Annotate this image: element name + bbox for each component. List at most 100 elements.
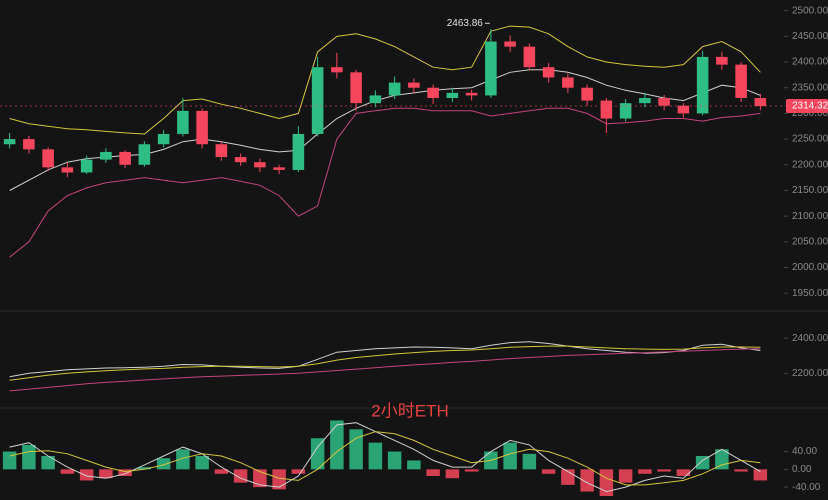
candle-body (581, 87, 593, 101)
macd-bar (618, 469, 633, 483)
candle-body (350, 72, 362, 104)
macd-bar (253, 469, 267, 488)
candle-body (754, 97, 767, 107)
candle-body (3, 139, 16, 145)
candle-body (619, 103, 632, 119)
y-tick-label: 2000.00 (792, 262, 828, 273)
macd-bar (464, 469, 479, 472)
candle-body (542, 67, 555, 78)
candle-body (562, 77, 574, 88)
macd-bar (99, 469, 113, 479)
candle-body (157, 133, 170, 145)
macd-bar (2, 451, 17, 470)
candle-body (735, 64, 747, 98)
indicator-line (9, 69, 761, 191)
macd-bar (753, 469, 768, 481)
indicator-line (9, 431, 761, 486)
indicator-line (9, 25, 761, 135)
y-tick-label: 2150.00 (792, 185, 828, 196)
y-tick-label: 2200.00 (792, 159, 828, 170)
macd-bar (330, 420, 344, 470)
candle-body (369, 95, 382, 104)
macd-bar (272, 469, 286, 490)
candle-body (119, 151, 131, 165)
candle-body (42, 149, 54, 168)
y-tick-label: 2200.00 (792, 368, 828, 379)
candle-body (80, 159, 93, 173)
macd-bar (22, 444, 36, 470)
macd-bar (291, 469, 306, 474)
macd-bar (522, 453, 537, 470)
macd-bar (137, 467, 152, 470)
macd-bar (156, 458, 171, 470)
macd-bar (407, 460, 421, 470)
candle-body (234, 157, 247, 163)
macd-bar (79, 469, 94, 481)
candle-body (696, 56, 709, 114)
y-tick-label: 2400.00 (792, 57, 828, 68)
candle-body (311, 67, 324, 134)
macd-bar (118, 469, 132, 476)
candle-body (215, 144, 228, 158)
candle-body (100, 151, 112, 160)
macd-bar (349, 429, 363, 470)
macd-bar (445, 469, 460, 479)
candle-body (658, 97, 670, 106)
candle-body (600, 100, 613, 119)
macd-bar (387, 451, 402, 470)
candle-body (465, 92, 478, 96)
y-tick-label: 2400.00 (792, 333, 828, 344)
y-tick-label: 2050.00 (792, 236, 828, 247)
candle-body (138, 144, 151, 165)
candle-body (23, 139, 35, 150)
candle-body (177, 110, 189, 134)
y-tick-label: 2250.00 (792, 134, 828, 145)
macd-bar (657, 469, 671, 472)
candle-body (639, 97, 651, 104)
y-tick-label: 40.00 (792, 446, 817, 457)
y-tick-label: 2500.00 (792, 5, 828, 16)
candle-body (273, 167, 285, 170)
candle-body (254, 162, 266, 168)
macd-bar (638, 469, 652, 474)
indicator-line (9, 345, 761, 381)
candle-body (446, 92, 459, 98)
indicator-line (9, 348, 761, 392)
max-price-label: 2463.86 (447, 18, 484, 29)
candle-body (408, 82, 420, 88)
macd-bar (580, 469, 594, 492)
macd-bar (368, 442, 383, 470)
candle-body (61, 167, 74, 173)
macd-bar (734, 469, 748, 472)
macd-bar (676, 469, 691, 476)
macd-bar (41, 456, 55, 470)
candle-body (196, 110, 208, 145)
y-tick-label: -40.00 (792, 482, 821, 493)
macd-bar (695, 456, 710, 470)
last-price-label: 2314.32 (792, 101, 828, 112)
macd-bar (176, 449, 190, 470)
macd-bar (310, 438, 325, 470)
last-price-badge (786, 99, 828, 114)
candle-body (331, 67, 343, 73)
macd-bar (503, 442, 517, 470)
macd-bar (214, 469, 229, 474)
candle-body (427, 87, 439, 98)
y-tick-label: 0.00 (792, 464, 812, 475)
indicator-line (9, 422, 761, 493)
y-tick-label: 2300.00 (792, 108, 828, 119)
macd-bar (60, 469, 75, 474)
candle-body (292, 133, 305, 170)
macd-bar (195, 456, 209, 470)
candle-body (677, 105, 690, 114)
candle-body (504, 41, 516, 47)
y-tick-label: 1950.00 (792, 288, 828, 299)
candle-body (716, 56, 728, 65)
indicator-line (9, 107, 761, 258)
y-tick-label: 2100.00 (792, 211, 828, 222)
candle-body (388, 82, 401, 96)
candle-body (523, 46, 536, 68)
macd-bar (426, 469, 440, 476)
candle-body (485, 41, 497, 96)
